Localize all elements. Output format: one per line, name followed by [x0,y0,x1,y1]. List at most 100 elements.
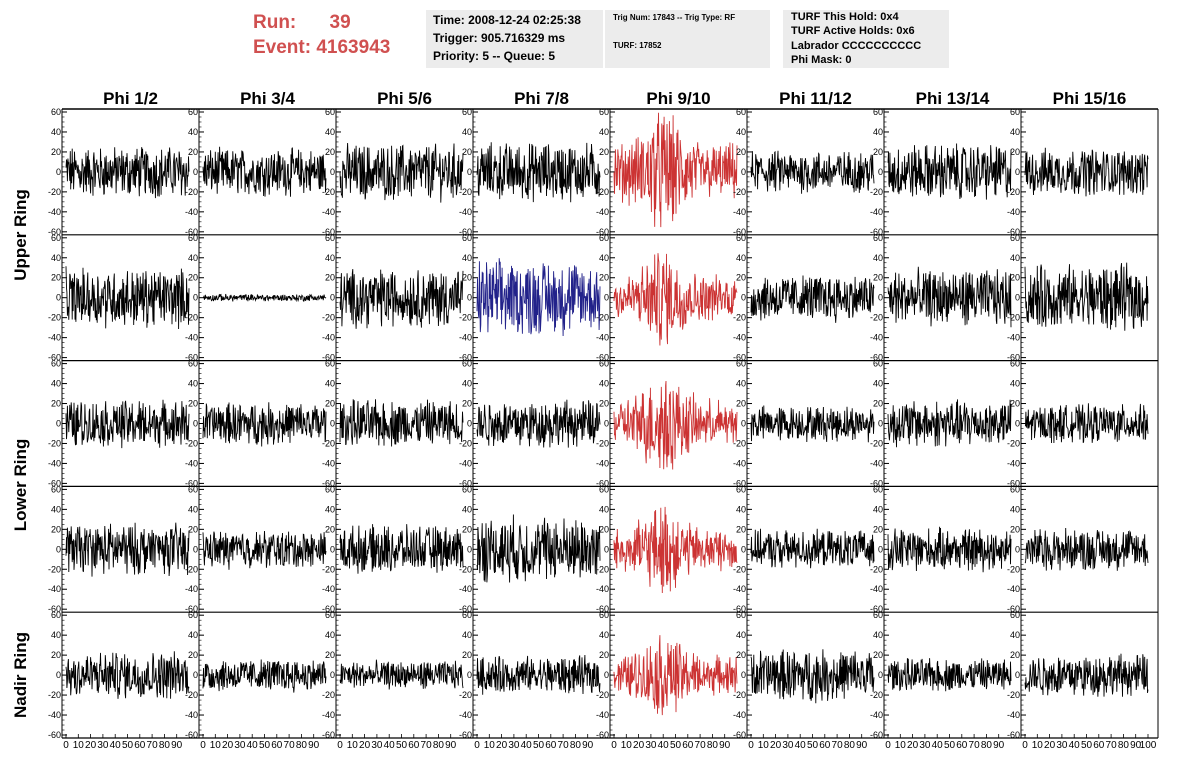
waveform-trace [65,147,190,199]
y-tick-label: 20 [736,273,746,283]
waveform-trace [750,275,875,323]
x-tick-label: 90 [171,740,183,751]
y-tick-label: -20 [48,187,61,197]
y-tick-label: 20 [873,273,883,283]
column-title: Phi 11/12 [779,89,852,108]
y-tick-label: 60 [188,359,198,369]
y-tick-label: 0 [193,544,198,554]
y-tick-label: 40 [51,504,61,514]
x-tick-label: 60 [682,740,694,751]
y-tick-label: 0 [330,544,335,554]
y-tick-label: -40 [733,710,746,720]
y-tick-label: -40 [870,333,883,343]
y-tick-label: 20 [736,147,746,157]
y-tick-label: 60 [188,610,198,620]
y-tick-label: 60 [462,610,472,620]
turf-text: TURF: 17852 [613,41,662,50]
run-event-box: Run: 39 Event: 4163943 [253,10,390,60]
y-tick-label: -60 [185,227,198,237]
y-tick-label: 0 [878,419,883,429]
x-tick-label: 0 [200,740,206,751]
waveform-trace [202,146,327,197]
y-tick-label: -60 [185,353,198,363]
y-tick-label: 20 [873,524,883,534]
y-tick-label: 20 [1010,650,1020,660]
waveform-trace [887,143,1012,200]
y-tick-label: -20 [322,313,335,323]
y-tick-label: -40 [459,710,472,720]
y-tick-label: 60 [325,233,335,243]
y-tick-label: 0 [467,293,472,303]
turf-info-box: TURF This Hold: 0x4 TURF Active Holds: 0… [783,10,949,68]
y-tick-label: 60 [51,484,61,494]
y-tick-label: 0 [878,167,883,177]
x-tick-label: 50 [122,740,134,751]
x-tick-label: 60 [408,740,420,751]
y-tick-label: 20 [188,147,198,157]
x-tick-label: 70 [969,740,981,751]
waveform-trace [202,530,327,570]
y-tick-label: -40 [459,458,472,468]
x-tick-label: 50 [944,740,956,751]
x-tick-label: 60 [134,740,146,751]
trig-num-text: Trig Num: 17843 -- Trig Type: RF [613,13,736,22]
waveform-trace [339,269,464,329]
y-tick-label: -20 [48,564,61,574]
y-tick-label: 0 [467,419,472,429]
y-tick-label: 40 [736,630,746,640]
x-tick-label: 60 [271,740,283,751]
y-tick-label: 40 [462,253,472,263]
x-tick-label: 30 [919,740,931,751]
y-tick-label: -40 [48,584,61,594]
y-tick-label: -20 [185,313,198,323]
y-tick-label: -20 [733,438,746,448]
y-tick-label: 40 [188,630,198,640]
waveform-trace [750,150,875,194]
x-tick-label: 0 [474,740,480,751]
y-tick-label: 20 [599,399,609,409]
y-tick-label: 40 [188,253,198,263]
y-tick-label: 60 [873,610,883,620]
turf-active-holds-text: TURF Active Holds: 0x6 [791,25,915,37]
column-title: Phi 3/4 [240,89,295,108]
y-tick-label: -20 [185,564,198,574]
x-tick-label: 40 [110,740,122,751]
y-tick-label: -40 [322,710,335,720]
y-tick-label: 60 [188,107,198,117]
y-tick-label: 40 [736,379,746,389]
waveform-trace [476,258,601,337]
x-tick-label: 90 [719,740,731,751]
event-value: 4163943 [316,37,391,58]
waveform-trace [613,253,738,346]
y-tick-label: 0 [193,167,198,177]
y-tick-label: -20 [185,438,198,448]
waveform-trace [65,522,190,577]
x-tick-label: 70 [695,740,707,751]
y-tick-label: -20 [322,564,335,574]
y-tick-label: -20 [1007,564,1020,574]
x-tick-label: 90 [308,740,320,751]
y-tick-label: 20 [188,273,198,283]
y-tick-label: -40 [733,458,746,468]
x-tick-label: 90 [993,740,1005,751]
y-tick-label: 0 [878,670,883,680]
y-tick-label: -40 [322,333,335,343]
x-tick-label: 20 [907,740,919,751]
y-tick-label: 40 [462,379,472,389]
x-tick-label: 60 [545,740,557,751]
y-tick-label: -60 [322,730,335,740]
y-tick-label: -60 [185,730,198,740]
y-tick-label: 0 [878,544,883,554]
x-tick-label: 40 [795,740,807,751]
y-tick-label: -40 [1007,207,1020,217]
waveform-trace [1024,527,1149,571]
y-tick-label: 40 [462,504,472,514]
y-tick-label: 20 [1010,273,1020,283]
y-tick-label: -40 [1007,458,1020,468]
y-tick-label: -40 [185,207,198,217]
y-tick-label: 20 [599,273,609,283]
y-tick-label: 0 [330,419,335,429]
y-tick-label: -20 [596,564,609,574]
y-tick-label: -40 [185,710,198,720]
x-tick-label: 90 [856,740,868,751]
